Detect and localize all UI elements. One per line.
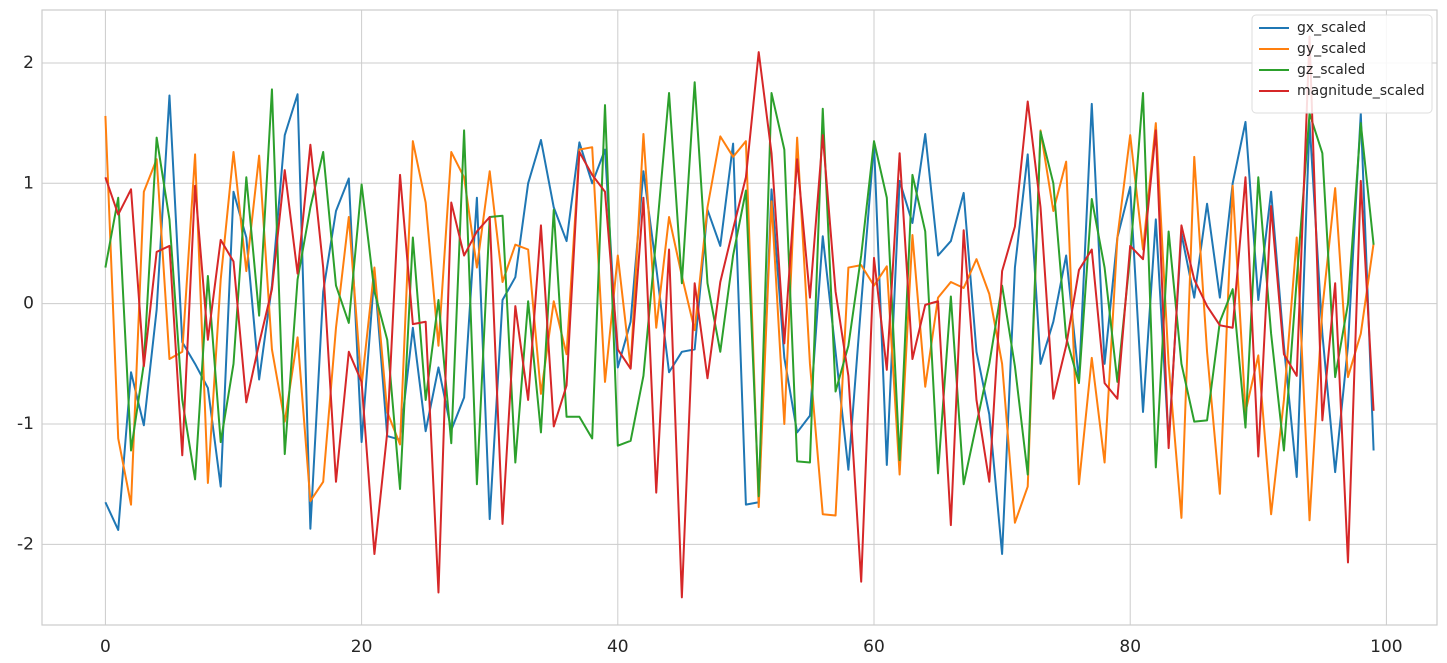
legend-label: gy_scaled <box>1297 41 1366 57</box>
x-tick-label: 60 <box>863 637 885 657</box>
y-tick-label: 0 <box>23 294 34 314</box>
series-line <box>104 93 1375 555</box>
x-tick-label: 80 <box>1119 637 1141 657</box>
x-tick-label: 100 <box>1370 637 1402 657</box>
x-tick-label: 0 <box>100 637 111 657</box>
plot-frame <box>41 9 1438 626</box>
legend-box <box>1251 14 1433 114</box>
series-line <box>104 35 1375 599</box>
x-tick-label: 20 <box>351 637 373 657</box>
y-tick-label: 1 <box>23 173 34 193</box>
series-line <box>104 81 1375 498</box>
legend-label: gz_scaled <box>1297 62 1365 78</box>
y-tick-label: -1 <box>17 414 34 434</box>
x-tick-label: 40 <box>607 637 629 657</box>
y-tick-label: 2 <box>23 53 34 73</box>
legend-label: magnitude_scaled <box>1297 83 1425 99</box>
series-line <box>104 115 1375 524</box>
legend-label: gx_scaled <box>1297 20 1366 36</box>
y-tick-label: -2 <box>17 534 34 554</box>
